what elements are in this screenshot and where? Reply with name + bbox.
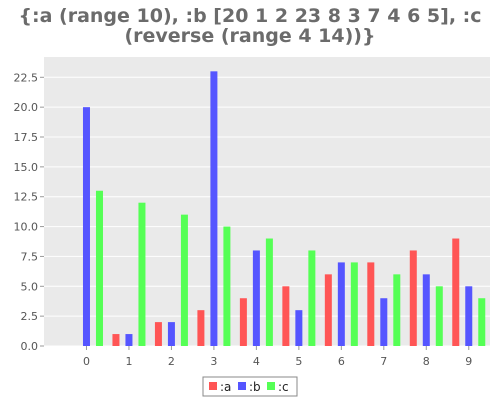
bar-b-4 [252,250,260,346]
x-tick-label: 3 [210,355,217,368]
y-tick-label: 5.0 [21,280,39,293]
axis-ticks: 0.0 2.5 5.0 7.5 10.0 12.5 15.0 17.5 20.0 22.5 0 1 2 3… [14,71,473,368]
x-tick-label: 2 [168,355,175,368]
bar-a-3 [197,310,205,346]
x-tick-label: 0 [83,355,90,368]
y-tick-label: 0.0 [21,340,39,353]
y-tick-label: 22.5 [14,71,39,84]
bar-a-5 [282,286,290,346]
chart-title-line-2: (reverse (range 4 14))} [124,25,375,47]
y-tick-label: 7.5 [21,250,39,263]
legend-label-c: :c [278,380,289,394]
bar-c-9 [478,298,486,346]
legend: :a :b :c [202,376,298,397]
bar-a-2 [154,322,162,346]
legend-swatch-a [209,382,217,390]
bar-c-8 [435,286,443,346]
bar-a-7 [367,262,375,346]
bar-b-7 [380,298,388,346]
bar-b-8 [422,274,430,346]
bar-a-9 [452,238,460,346]
x-tick-label: 7 [380,355,387,368]
bar-b-9 [465,286,473,346]
bar-a-4 [239,298,247,346]
x-tick-label: 8 [423,355,430,368]
x-tick-label: 6 [338,355,345,368]
bar-c-2 [180,214,188,346]
bar-c-5 [308,250,316,346]
bar-b-1 [125,334,133,346]
x-tick-label: 9 [465,355,472,368]
chart-title-line-1: {:a (range 10), :b [20 1 2 23 8 3 7 4 6 … [18,5,481,27]
y-tick-label: 12.5 [14,191,39,204]
legend-box [202,376,298,397]
bar-b-3 [210,71,218,347]
bar-a-6 [324,274,332,346]
legend-label-a: :a [220,380,231,394]
legend-swatch-c [267,382,275,390]
y-tick-label: 2.5 [21,310,39,323]
bars [82,71,486,347]
y-tick-label: 15.0 [14,161,39,174]
y-tick-label: 17.5 [14,131,39,144]
legend-swatch-b [238,382,246,390]
bar-b-0 [82,107,90,346]
legend-label-b: :b [249,380,261,394]
y-tick-label: 20.0 [14,101,39,114]
bar-c-0 [95,190,103,346]
bar-c-3 [223,226,231,346]
bar-c-4 [265,238,273,346]
x-tick-label: 4 [253,355,260,368]
x-tick-label: 5 [295,355,302,368]
bar-a-8 [409,250,417,346]
x-tick-label: 1 [125,355,132,368]
bar-c-6 [350,262,358,346]
bar-b-5 [295,310,303,346]
bar-b-2 [167,322,175,346]
y-tick-label: 10.0 [14,221,39,234]
bar-c-7 [393,274,401,346]
bar-a-1 [112,334,120,346]
bar-b-6 [337,262,345,346]
bar-c-1 [138,202,146,346]
